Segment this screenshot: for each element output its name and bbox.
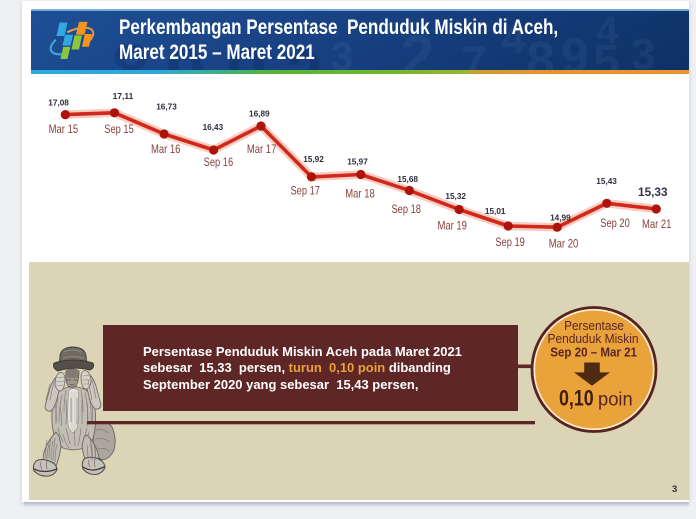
svg-text:16,73: 16,73 (156, 102, 177, 112)
svg-text:14,99: 14,99 (550, 212, 571, 222)
svg-text:Mar 20: Mar 20 (549, 237, 579, 251)
svg-text:Mar 19: Mar 19 (437, 219, 467, 233)
svg-text:15,97: 15,97 (347, 157, 368, 167)
svg-text:15,33: 15,33 (638, 185, 668, 199)
svg-text:Mar 17: Mar 17 (247, 142, 277, 156)
svg-text:Sep 16: Sep 16 (204, 155, 234, 169)
svg-text:15,68: 15,68 (397, 174, 418, 184)
svg-text:16,89: 16,89 (249, 108, 270, 118)
svg-text:Sep 19: Sep 19 (495, 235, 525, 249)
svg-text:17,11: 17,11 (113, 91, 134, 101)
svg-text:Mar 15: Mar 15 (49, 122, 79, 136)
svg-text:0,10: 0,10 (559, 386, 594, 411)
svg-text:Penduduk Miskin: Penduduk Miskin (548, 332, 639, 346)
svg-text:Sep 20: Sep 20 (600, 216, 630, 230)
svg-text:15,92: 15,92 (303, 154, 324, 164)
svg-text:Sep 20 – Mar 21: Sep 20 – Mar 21 (550, 346, 637, 360)
svg-text:Mar 16: Mar 16 (151, 142, 181, 156)
svg-text:15,32: 15,32 (445, 191, 466, 201)
svg-text:Sep 15: Sep 15 (104, 122, 134, 136)
svg-text:Mar 18: Mar 18 (345, 187, 375, 201)
svg-text:Sep 18: Sep 18 (391, 202, 421, 216)
svg-text:16,43: 16,43 (203, 122, 224, 132)
svg-text:15,43: 15,43 (596, 176, 617, 186)
svg-text:15,01: 15,01 (485, 206, 506, 216)
svg-text:Sep 17: Sep 17 (290, 184, 320, 198)
svg-text:Persentase: Persentase (564, 319, 624, 333)
svg-text:poin: poin (598, 389, 633, 411)
svg-text:Mar 21: Mar 21 (642, 217, 672, 231)
svg-text:17,08: 17,08 (48, 98, 69, 108)
